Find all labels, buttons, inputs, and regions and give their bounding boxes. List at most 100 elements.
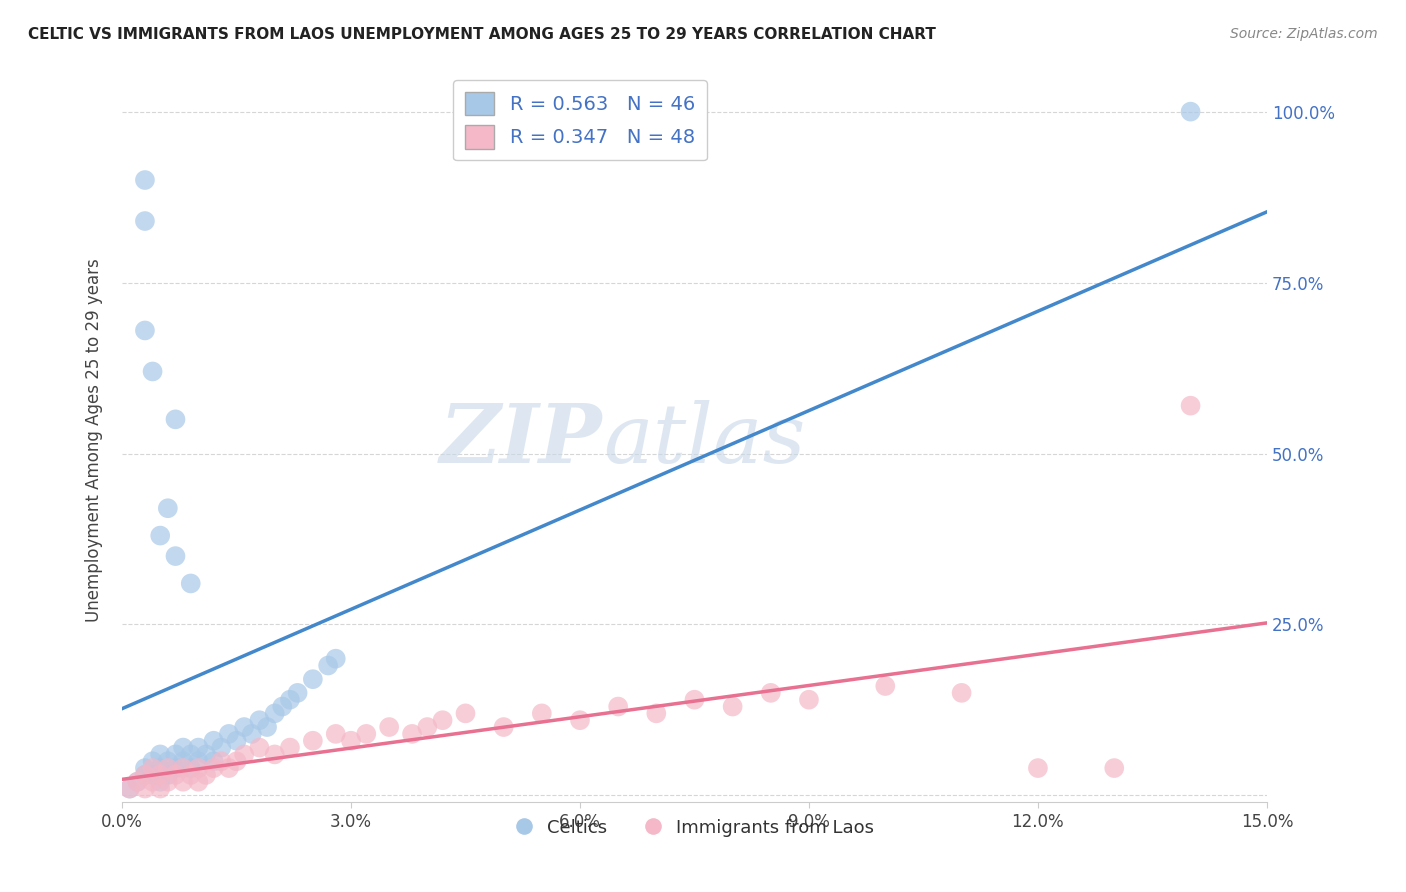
Point xyxy=(165,768,187,782)
Point xyxy=(202,761,225,775)
Point xyxy=(249,740,271,755)
Point xyxy=(240,727,263,741)
Point xyxy=(180,768,202,782)
Point xyxy=(875,679,897,693)
Point xyxy=(797,692,820,706)
Point xyxy=(142,768,165,782)
Point xyxy=(172,754,194,768)
Point xyxy=(142,364,165,378)
Point xyxy=(356,727,378,741)
Point xyxy=(278,740,301,755)
Point xyxy=(134,761,156,775)
Point xyxy=(287,686,309,700)
Point xyxy=(187,761,209,775)
Point xyxy=(202,733,225,747)
Point xyxy=(172,761,194,775)
Point xyxy=(721,699,744,714)
Point xyxy=(165,549,187,563)
Point xyxy=(127,774,149,789)
Point xyxy=(278,692,301,706)
Point xyxy=(149,761,172,775)
Point xyxy=(1026,761,1049,775)
Point xyxy=(209,754,232,768)
Point xyxy=(156,501,179,516)
Y-axis label: Unemployment Among Ages 25 to 29 years: Unemployment Among Ages 25 to 29 years xyxy=(86,258,103,622)
Point xyxy=(263,706,285,721)
Point xyxy=(142,761,165,775)
Point xyxy=(180,747,202,762)
Point xyxy=(271,699,294,714)
Point xyxy=(416,720,439,734)
Point xyxy=(209,740,232,755)
Point xyxy=(118,781,141,796)
Text: CELTIC VS IMMIGRANTS FROM LAOS UNEMPLOYMENT AMONG AGES 25 TO 29 YEARS CORRELATIO: CELTIC VS IMMIGRANTS FROM LAOS UNEMPLOYM… xyxy=(28,27,936,42)
Point xyxy=(195,768,218,782)
Point xyxy=(165,412,187,426)
Point xyxy=(225,733,247,747)
Point xyxy=(156,761,179,775)
Point xyxy=(149,781,172,796)
Point xyxy=(683,692,706,706)
Point xyxy=(454,706,477,721)
Point xyxy=(134,173,156,187)
Point xyxy=(156,754,179,768)
Point xyxy=(340,733,363,747)
Point xyxy=(759,686,782,700)
Point xyxy=(172,740,194,755)
Point xyxy=(325,651,347,665)
Point xyxy=(202,754,225,768)
Point xyxy=(233,720,256,734)
Text: ZIP: ZIP xyxy=(440,400,603,480)
Point xyxy=(1180,104,1202,119)
Point xyxy=(180,576,202,591)
Point xyxy=(1102,761,1125,775)
Point xyxy=(156,774,179,789)
Point xyxy=(149,747,172,762)
Point xyxy=(302,672,325,686)
Point xyxy=(401,727,423,741)
Point xyxy=(530,706,553,721)
Point xyxy=(180,761,202,775)
Point xyxy=(302,733,325,747)
Point xyxy=(187,740,209,755)
Point xyxy=(156,768,179,782)
Point xyxy=(950,686,973,700)
Point xyxy=(218,761,240,775)
Point xyxy=(233,747,256,762)
Point xyxy=(172,774,194,789)
Point xyxy=(645,706,668,721)
Point xyxy=(316,658,339,673)
Point xyxy=(569,713,592,727)
Point xyxy=(492,720,515,734)
Point xyxy=(607,699,630,714)
Point xyxy=(1180,399,1202,413)
Text: atlas: atlas xyxy=(603,400,806,480)
Point xyxy=(149,528,172,542)
Point xyxy=(218,727,240,741)
Point xyxy=(378,720,401,734)
Point xyxy=(432,713,454,727)
Point xyxy=(149,774,172,789)
Point xyxy=(142,754,165,768)
Legend: Celtics, Immigrants from Laos: Celtics, Immigrants from Laos xyxy=(508,811,882,844)
Point xyxy=(134,323,156,337)
Point xyxy=(195,747,218,762)
Point xyxy=(263,747,285,762)
Point xyxy=(134,214,156,228)
Point xyxy=(225,754,247,768)
Point xyxy=(165,761,187,775)
Point xyxy=(187,754,209,768)
Point xyxy=(165,747,187,762)
Point xyxy=(134,781,156,796)
Point xyxy=(134,768,156,782)
Point xyxy=(134,768,156,782)
Point xyxy=(187,774,209,789)
Text: Source: ZipAtlas.com: Source: ZipAtlas.com xyxy=(1230,27,1378,41)
Point xyxy=(127,774,149,789)
Point xyxy=(142,774,165,789)
Point xyxy=(325,727,347,741)
Point xyxy=(249,713,271,727)
Point xyxy=(256,720,278,734)
Point xyxy=(149,768,172,782)
Point xyxy=(118,781,141,796)
